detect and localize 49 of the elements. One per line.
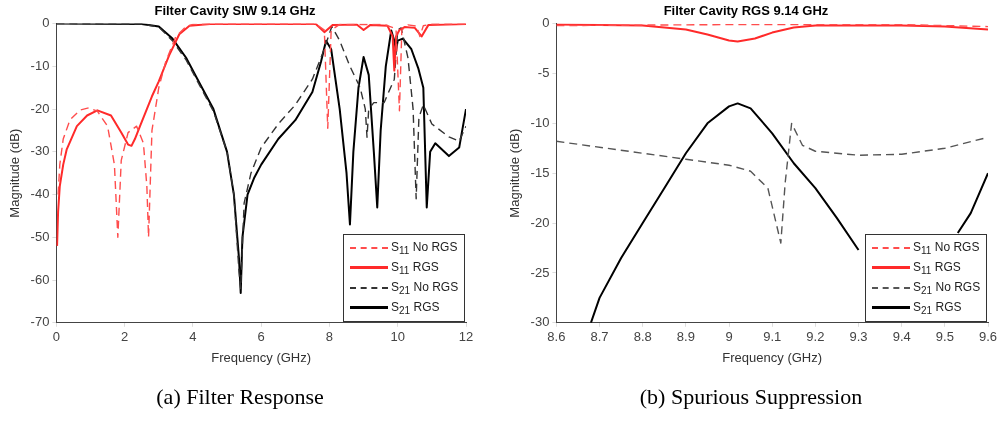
x-tick-label: 9: [725, 329, 733, 345]
y-tick-label: -30: [530, 314, 550, 330]
y-tick-label: -25: [530, 264, 550, 280]
legend-label: S$_{11}$ RGS: [391, 259, 439, 276]
x-tick-label: 6: [257, 329, 265, 345]
x-tick-label: 10: [390, 329, 405, 345]
x-axis-title: Frequency (GHz): [722, 349, 823, 365]
y-tick-label: -15: [530, 164, 550, 180]
y-tick-label: -30: [30, 143, 50, 159]
x-tick-label: 9.3: [849, 329, 868, 345]
legend-label: S$_{21}$ No RGS: [391, 279, 459, 296]
legend-label: S$_{11}$ No RGS: [913, 239, 980, 256]
y-axis-title: Magnitude (dB): [7, 128, 23, 218]
chart-title: Filter Cavity SIW 9.14 GHz: [154, 3, 317, 19]
x-tick-label: 2: [121, 329, 129, 345]
y-tick-label: -20: [530, 214, 550, 230]
x-tick-label: 8.7: [590, 329, 609, 345]
y-tick-label: -60: [30, 271, 50, 287]
x-tick-label: 9.1: [763, 329, 782, 345]
y-tick-label: -20: [30, 100, 50, 116]
x-tick-label: 9.2: [806, 329, 825, 345]
text: (a) Filter Response: [155, 384, 325, 410]
x-tick-label: 4: [189, 329, 197, 345]
x-tick-label: 9.6: [978, 329, 998, 345]
x-tick-label: 8: [325, 329, 334, 345]
legend-label: S$_{21}$ RGS: [913, 299, 962, 316]
x-tick-label: 8.8: [633, 329, 652, 345]
text: (b) Spurious Suppression: [638, 384, 864, 410]
x-tick-label: 0: [52, 329, 61, 345]
x-tick-label: 8.9: [676, 329, 695, 345]
x-axis-title: Frequency (GHz): [211, 349, 312, 365]
legend-label: S$_{21}$ No RGS: [913, 279, 981, 296]
y-tick-label: -10: [530, 114, 550, 130]
y-tick-label: -70: [30, 314, 50, 330]
x-tick-label: 9.5: [935, 329, 954, 345]
chart-title: Filter Cavity RGS 9.14 GHz: [663, 3, 829, 19]
x-tick-label: 8.6: [547, 329, 566, 345]
legend-label: S$_{21}$ RGS: [391, 299, 440, 316]
y-tick-label: -40: [30, 186, 50, 202]
y-tick-label: -50: [30, 228, 50, 244]
x-tick-label: 9.4: [892, 329, 911, 345]
y-axis-title: Magnitude (dB): [507, 128, 523, 218]
x-tick-label: 12: [458, 329, 474, 345]
y-tick-label: 0: [542, 15, 550, 31]
legend-label: S$_{11}$ No RGS: [391, 239, 458, 256]
y-tick-label: -10: [30, 57, 50, 73]
y-tick-label: 0: [42, 15, 50, 31]
legend-label: S$_{11}$ RGS: [913, 259, 961, 276]
y-tick-label: -5: [537, 65, 550, 81]
